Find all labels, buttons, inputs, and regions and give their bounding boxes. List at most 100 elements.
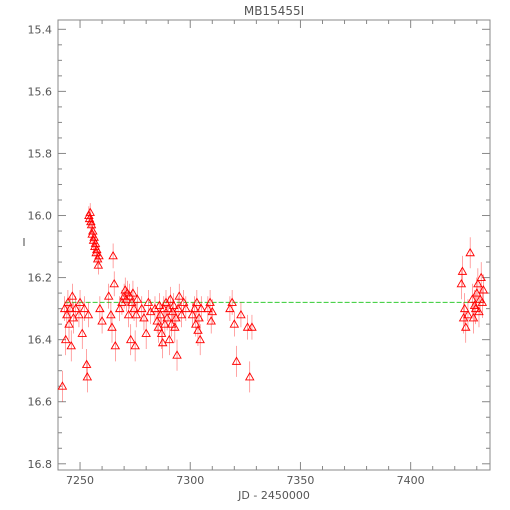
data-point bbox=[97, 316, 107, 325]
data-point bbox=[165, 294, 176, 303]
data-point bbox=[156, 328, 167, 337]
axis-ticks bbox=[57, 20, 490, 470]
y-tick-label: 16.4 bbox=[28, 334, 53, 347]
y-tick-label: 16.6 bbox=[28, 396, 53, 409]
data-point bbox=[129, 303, 139, 313]
x-tick-label: 7300 bbox=[176, 474, 204, 487]
data-point bbox=[164, 334, 175, 344]
data-point bbox=[196, 303, 207, 313]
data-point bbox=[85, 207, 95, 216]
data-point bbox=[166, 319, 177, 328]
data-point bbox=[83, 309, 94, 319]
data-point bbox=[206, 316, 216, 325]
data-point bbox=[457, 266, 468, 275]
data-point bbox=[141, 328, 151, 337]
data-point bbox=[75, 297, 85, 306]
data-point bbox=[152, 316, 162, 325]
data-point bbox=[236, 309, 246, 319]
data-point bbox=[125, 334, 136, 344]
data-point bbox=[136, 303, 147, 313]
data-point bbox=[153, 322, 164, 331]
data-point bbox=[247, 322, 257, 331]
data-point bbox=[460, 322, 471, 331]
data-point bbox=[174, 291, 184, 300]
y-tick-label: 16.2 bbox=[28, 272, 53, 285]
x-tick-label: 7250 bbox=[66, 474, 94, 487]
data-point bbox=[162, 313, 172, 322]
data-point bbox=[178, 297, 189, 306]
y-tick-label: 15.6 bbox=[28, 85, 53, 98]
data-point bbox=[81, 359, 92, 368]
data-point bbox=[207, 306, 218, 316]
data-point bbox=[244, 371, 255, 381]
data-point bbox=[57, 381, 68, 390]
data-point bbox=[109, 278, 119, 288]
data-point bbox=[469, 300, 480, 309]
data-point bbox=[468, 313, 479, 322]
data-point bbox=[130, 340, 140, 350]
data-point bbox=[192, 297, 202, 306]
data-point bbox=[132, 294, 143, 303]
data-point bbox=[139, 313, 149, 322]
data-point bbox=[181, 303, 191, 313]
x-tick-labels: 7250 7300 7350 7400 bbox=[66, 474, 425, 487]
data-point bbox=[472, 288, 482, 297]
data-point bbox=[107, 322, 117, 331]
data-point bbox=[465, 247, 475, 257]
data-point bbox=[459, 303, 470, 313]
data-point bbox=[474, 306, 484, 316]
data-point bbox=[114, 303, 125, 313]
data-point bbox=[79, 303, 90, 313]
data-point bbox=[128, 288, 138, 297]
data-point bbox=[95, 303, 105, 313]
data-point bbox=[103, 291, 114, 300]
data-point bbox=[456, 278, 467, 288]
data-point bbox=[66, 340, 76, 350]
data-point bbox=[67, 291, 78, 300]
data-point bbox=[194, 313, 204, 322]
data-point bbox=[86, 216, 96, 226]
data-point bbox=[160, 319, 170, 328]
y-tick-label: 16.0 bbox=[28, 210, 53, 223]
data-point bbox=[176, 309, 187, 319]
x-tick-label: 7350 bbox=[286, 474, 314, 487]
data-point bbox=[89, 232, 99, 241]
data-point bbox=[70, 303, 81, 313]
data-point bbox=[195, 334, 205, 344]
data-point bbox=[229, 319, 240, 328]
data-point bbox=[60, 334, 71, 344]
data-point bbox=[59, 303, 70, 313]
data-point bbox=[467, 294, 478, 303]
plot-frame bbox=[57, 19, 491, 471]
data-point bbox=[77, 328, 88, 337]
data-point bbox=[154, 300, 165, 309]
data-point bbox=[168, 300, 179, 309]
chart-title: MB15455I bbox=[244, 4, 304, 18]
data-point bbox=[205, 297, 215, 306]
data-point bbox=[187, 309, 198, 319]
x-tick-label: 7400 bbox=[397, 474, 425, 487]
data-point bbox=[170, 322, 180, 331]
y-tick-label: 15.8 bbox=[28, 147, 53, 160]
data-point bbox=[477, 297, 488, 306]
data-point bbox=[173, 303, 183, 313]
data-point bbox=[93, 260, 104, 269]
x-axis-title: JD - 2450000 bbox=[237, 489, 310, 502]
data-point bbox=[476, 272, 486, 282]
y-tick-labels: 15.4 15.6 15.8 16.0 16.2 16.4 16.6 16.8 bbox=[28, 23, 53, 470]
y-tick-label: 15.4 bbox=[28, 23, 53, 36]
data-point bbox=[189, 303, 200, 313]
data-point bbox=[86, 219, 97, 229]
data-point bbox=[74, 309, 84, 319]
data-point bbox=[131, 309, 142, 319]
data-point bbox=[94, 250, 104, 260]
data-point bbox=[463, 309, 473, 319]
data-point bbox=[203, 303, 213, 313]
data-point bbox=[227, 297, 237, 306]
data-point bbox=[88, 226, 98, 235]
data-point bbox=[65, 303, 75, 313]
data-point bbox=[62, 309, 72, 319]
data-point bbox=[64, 319, 74, 328]
data-point bbox=[92, 244, 102, 254]
